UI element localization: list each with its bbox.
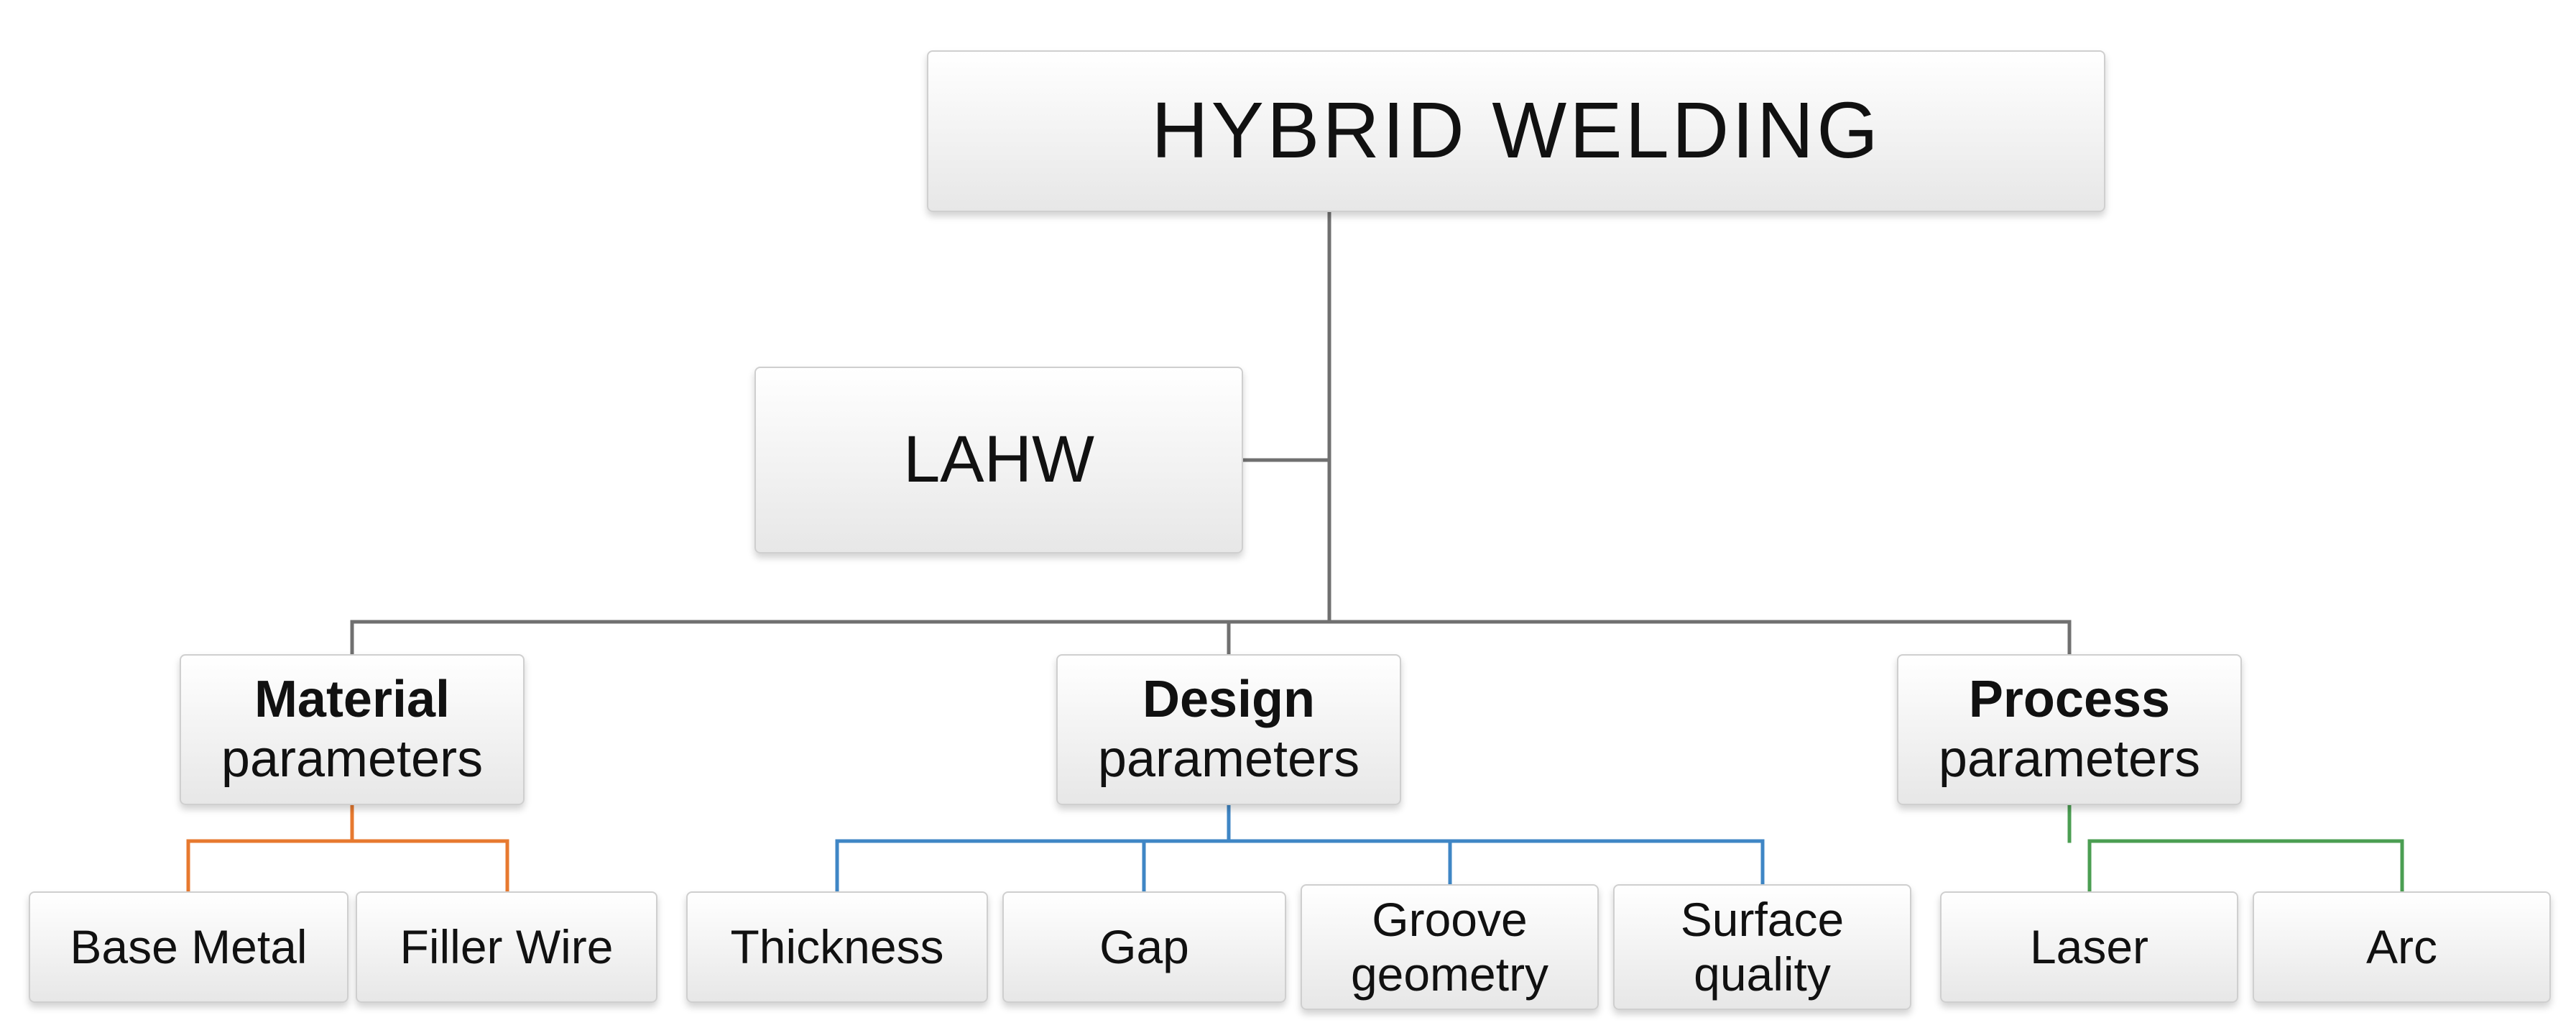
root-label: HYBRID WELDING — [1151, 86, 1881, 177]
thickness-label: Thickness — [730, 920, 943, 975]
filler-wire-label: Filler Wire — [400, 920, 614, 975]
node-groove: Groove geometry — [1301, 884, 1599, 1010]
material-rest: parameters — [221, 730, 483, 789]
node-thickness: Thickness — [686, 891, 988, 1003]
surface-line1: Surface — [1681, 893, 1844, 947]
design-bold: Design — [1142, 670, 1315, 730]
node-laser: Laser — [1940, 891, 2238, 1003]
node-category-material: Material parameters — [180, 654, 525, 805]
node-gap: Gap — [1002, 891, 1286, 1003]
node-root: HYBRID WELDING — [927, 50, 2105, 212]
node-category-design: Design parameters — [1056, 654, 1401, 805]
surface-line2: quality — [1694, 947, 1831, 1002]
base-metal-label: Base Metal — [70, 920, 307, 975]
node-base-metal: Base Metal — [29, 891, 348, 1003]
node-lahw: LAHW — [754, 367, 1243, 554]
diagram-canvas: HYBRID WELDING LAHW Material parameters … — [0, 0, 2576, 1033]
process-bold: Process — [1969, 670, 2170, 730]
laser-label: Laser — [2030, 920, 2148, 975]
node-surface: Surface quality — [1613, 884, 1911, 1010]
node-arc: Arc — [2253, 891, 2551, 1003]
process-rest: parameters — [1939, 730, 2200, 789]
material-bold: Material — [254, 670, 450, 730]
node-filler-wire: Filler Wire — [356, 891, 657, 1003]
groove-line1: Groove — [1372, 893, 1527, 947]
gap-label: Gap — [1099, 920, 1189, 975]
lahw-label: LAHW — [903, 422, 1094, 498]
design-rest: parameters — [1098, 730, 1359, 789]
arc-label: Arc — [2366, 920, 2437, 975]
groove-line2: geometry — [1351, 947, 1548, 1002]
node-category-process: Process parameters — [1897, 654, 2242, 805]
